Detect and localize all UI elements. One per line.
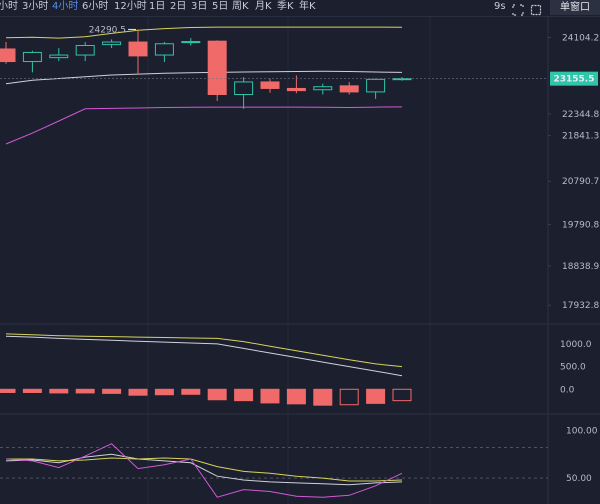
macd-hist-bar [207,388,227,401]
macd-hist-bar [49,388,69,394]
candle [154,42,174,62]
timeframe-year[interactable]: 年K [299,1,316,12]
timeframe-12h[interactable]: 12小时 [114,1,147,12]
boll-lower-line [5,106,403,145]
osc-tick-label: 100.00 [566,426,598,436]
candle-body [366,78,386,93]
macd-hist-bar [154,388,174,396]
candle-countdown: 9s [494,1,506,12]
candle-body [102,41,122,46]
timeframe-week[interactable]: 周K [232,1,249,12]
macd-hist-bar [313,388,333,406]
osc-pink-line [5,443,403,498]
candle-body [181,41,201,44]
current-price-tag [550,71,598,86]
macd-hist-bar [392,388,412,402]
price-tick-label: 22344.8 [562,110,599,120]
candle-body [0,48,16,63]
macd-hist-bar [286,388,306,405]
macd-hist-bar [260,388,280,404]
timeframe-4h[interactable]: 4小时 [52,1,79,12]
macd-hist-bar [22,388,42,393]
grid-lines [0,16,600,504]
candle-body [22,51,42,63]
price-tick-label: 21841.3 [562,132,599,142]
boll-mid-line [5,70,403,85]
candle [339,81,359,95]
macd-hist-bar [102,388,122,394]
price-tick-label: 18838.9 [562,262,599,272]
candle-body [234,81,254,96]
chart-canvas: 24290.5 24104.2 22344.8 21841.3 20790.7 1979… [0,16,600,504]
macd-dif-line [5,335,403,377]
candle [49,48,69,62]
timeframe-3d[interactable]: 3日 [191,1,208,12]
timeframe-month[interactable]: 月K [255,1,272,12]
candle-body [154,43,174,56]
oscillator-panel: 100.00 50.00 [0,426,598,498]
candle [207,40,227,102]
price-tick-label: 24104.2 [562,34,599,44]
timeframe-5d[interactable]: 5日 [212,1,229,12]
macd-tick-label: 0.0 [560,385,575,395]
candle [286,75,306,94]
candle-body [313,86,333,91]
price-tick-label: 19790.8 [562,221,599,231]
macd-hist-bar [181,388,201,395]
macd-tick-label: 1000.0 [560,340,592,350]
macd-hist-bar [234,388,254,402]
boll-upper-line [5,26,403,39]
candle [313,83,333,95]
osc-tick-label: 50.00 [566,474,592,484]
expand-icon[interactable] [512,1,524,16]
current-price-label: 23155.5 [554,75,595,85]
candle-body [260,81,280,89]
candle [22,50,42,73]
osc-yellow-line [6,457,403,482]
candle [0,42,16,64]
timeframe-2d[interactable]: 2日 [170,1,187,12]
macd-tick-label: 500.0 [560,363,586,373]
candle-body [49,54,69,59]
candlesticks: 24290.5 [0,25,412,109]
macd-hist-bar [339,388,359,406]
candle-body [339,85,359,93]
macd-hist-bar [75,388,95,394]
timeframe-6h[interactable]: 6小时 [82,1,109,12]
timeframe-3h[interactable]: 3小时 [22,1,49,12]
high-annotation: 24290.5 [89,25,126,35]
macd-hist-bar [366,388,386,404]
timeframe-toolbar: 小时 3小时 4小时 6小时 12小时 1日 2日 3日 5日 周K 月K 季K… [0,0,600,17]
candle [234,77,254,109]
candle [128,29,148,75]
candle [181,38,201,46]
price-tick-label: 17932.8 [562,301,599,311]
candle-body [207,40,227,96]
macd-hist-bar [128,388,148,396]
timeframe-quarter[interactable]: 季K [277,1,294,12]
timeframe-1h[interactable]: 小时 [0,1,18,12]
candle-body [286,87,306,92]
candle [102,39,122,49]
candle [260,78,280,93]
macd-panel: 1000.0 500.0 0.0 [0,333,592,406]
window-mode-button[interactable]: 单窗口 [550,0,600,15]
candle [75,42,95,62]
price-tick-label: 20790.7 [562,177,599,187]
fullscreen-icon[interactable] [530,1,542,16]
price-axis: 24104.2 22344.8 21841.3 20790.7 19790.8 18838… [0,34,599,311]
macd-hist-bar [0,388,16,393]
candle-body [128,41,148,57]
macd-dea-line [5,333,403,368]
candle-body [75,44,95,56]
candle [366,78,386,99]
timeframe-1d[interactable]: 1日 [149,1,166,12]
bollinger-bands [5,26,403,145]
